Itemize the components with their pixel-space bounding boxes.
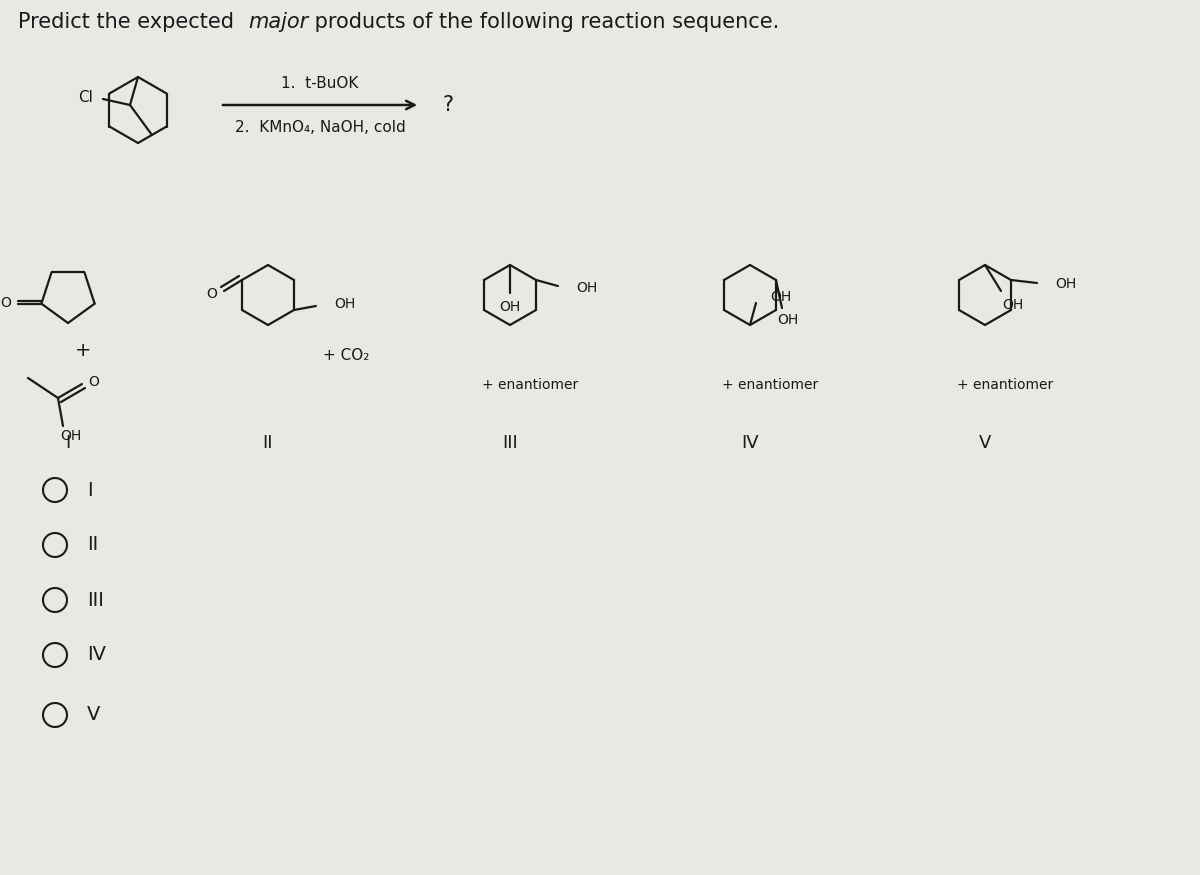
Text: major: major	[248, 12, 308, 32]
Text: IV: IV	[88, 646, 106, 664]
Text: OH: OH	[576, 281, 598, 295]
Text: II: II	[263, 434, 274, 452]
Text: V: V	[88, 705, 101, 724]
Text: III: III	[502, 434, 518, 452]
Text: 2.  KMnO₄, NaOH, cold: 2. KMnO₄, NaOH, cold	[235, 120, 406, 135]
Text: 1.  t-BuOK: 1. t-BuOK	[281, 75, 359, 90]
Text: +: +	[74, 340, 91, 360]
Text: IV: IV	[742, 434, 758, 452]
Text: + enantiomer: + enantiomer	[956, 378, 1054, 392]
Text: OH: OH	[60, 429, 82, 443]
Text: OH: OH	[770, 290, 791, 304]
Text: O: O	[0, 296, 11, 310]
Text: Cl: Cl	[78, 89, 94, 104]
Text: OH: OH	[334, 297, 355, 311]
Text: I: I	[65, 434, 71, 452]
Text: I: I	[88, 480, 92, 500]
Text: OH: OH	[1055, 277, 1076, 291]
Text: II: II	[88, 536, 98, 555]
Text: Predict the expected: Predict the expected	[18, 12, 241, 32]
Text: V: V	[979, 434, 991, 452]
Text: OH: OH	[499, 300, 521, 314]
Text: ?: ?	[443, 95, 454, 115]
Text: + CO₂: + CO₂	[323, 347, 370, 362]
Text: III: III	[88, 591, 104, 610]
Text: + enantiomer: + enantiomer	[482, 378, 578, 392]
Text: + enantiomer: + enantiomer	[722, 378, 818, 392]
Text: O: O	[206, 287, 217, 301]
Text: products of the following reaction sequence.: products of the following reaction seque…	[308, 12, 779, 32]
Text: OH: OH	[1002, 298, 1024, 312]
Text: OH: OH	[778, 313, 799, 327]
Text: O: O	[89, 375, 100, 389]
